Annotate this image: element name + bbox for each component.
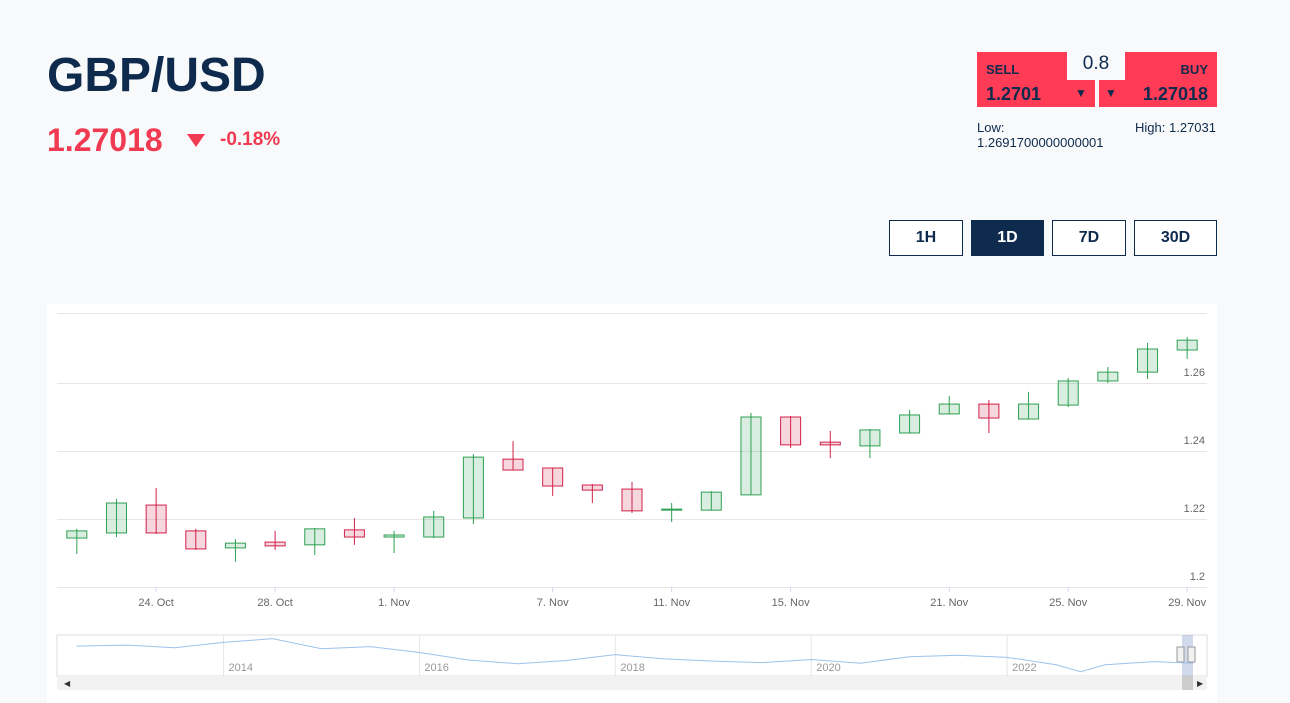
scroll-left[interactable]: ◀ (64, 679, 71, 688)
buy-header[interactable]: BUY (1125, 52, 1217, 80)
high: High: 1.27031 (1135, 120, 1216, 135)
navigator-tick-label: 2014 (229, 662, 253, 674)
navigator-handle[interactable] (1176, 646, 1185, 663)
down-arrow (187, 134, 205, 147)
x-tick-label: 11. Nov (653, 597, 691, 609)
spread: 0.8 (1082, 53, 1110, 74)
navigator-tick-label: 2016 (424, 662, 448, 674)
candle-body (185, 530, 207, 550)
candle-body (462, 456, 484, 519)
navigator-tick-label: 2020 (816, 662, 840, 674)
candle-body (621, 488, 643, 512)
candle-body (502, 458, 524, 471)
candle-body (66, 530, 88, 539)
sell-caret: ▼ (1075, 86, 1087, 100)
scrollbar[interactable] (57, 676, 1207, 690)
scrollbar-thumb[interactable] (1182, 676, 1193, 690)
candle-body (700, 491, 722, 511)
sell-button[interactable]: 1.2701 ▼ (977, 80, 1095, 107)
candle-body (581, 484, 603, 491)
range-button[interactable]: 1H (889, 220, 963, 256)
candle-body (105, 502, 127, 534)
candle-body (542, 467, 564, 487)
range-button[interactable]: 30D (1134, 220, 1217, 256)
y-tick-label: 1.24 (1184, 435, 1205, 447)
candle-body (661, 508, 683, 511)
candle-body (423, 516, 445, 538)
pair-title: GBP/USD (47, 49, 266, 102)
y-tick-label: 1.2 (1190, 571, 1205, 583)
candle-body (304, 528, 326, 546)
sell-label: SELL (986, 62, 1020, 77)
x-tick-label: 24. Oct (138, 597, 173, 609)
sell-header[interactable]: SELL (977, 52, 1067, 80)
y-tick-label: 1.22 (1184, 503, 1205, 515)
candle-body (1018, 403, 1040, 420)
navigator[interactable] (56, 634, 1208, 677)
candle-body (780, 416, 802, 446)
candle-body (1137, 348, 1159, 373)
candle-body (899, 414, 921, 434)
candle-body (859, 429, 881, 447)
candle-body (343, 529, 365, 538)
buy-button[interactable]: ▼ 1.27018 (1099, 80, 1217, 107)
buy-caret: ▼ (1105, 86, 1117, 100)
candle-body (740, 416, 762, 496)
x-tick-label: 1. Nov (378, 597, 410, 609)
x-tick-label: 7. Nov (537, 597, 569, 609)
candle-body (264, 541, 286, 547)
candle-body (819, 441, 841, 446)
candle-body (978, 403, 1000, 419)
price: 1.27018 (47, 122, 163, 158)
navigator-tick-label: 2018 (620, 662, 644, 674)
candle-body (938, 403, 960, 415)
candle-body (224, 542, 246, 549)
candle-body (1176, 339, 1198, 351)
x-tick-label: 15. Nov (772, 597, 810, 609)
change: -0.18% (220, 129, 281, 150)
y-tick-label: 1.26 (1184, 367, 1205, 379)
high-value: 1.27031 (1169, 120, 1216, 135)
x-tick-label: 29. Nov (1168, 597, 1206, 609)
sell-price: 1.2701 (986, 84, 1042, 104)
range-button[interactable]: 7D (1052, 220, 1126, 256)
low-label: Low: (977, 120, 1005, 135)
navigator-tick-label: 2022 (1012, 662, 1036, 674)
buy-label: BUY (1180, 62, 1208, 77)
x-tick-label: 25. Nov (1049, 597, 1087, 609)
candle-body (1057, 380, 1079, 406)
candle-body (383, 534, 405, 538)
low-value: 1.2691700000000001 (977, 135, 1104, 150)
x-tick-label: 28. Oct (257, 597, 292, 609)
buy-price: 1.27018 (1142, 84, 1208, 104)
low: Low: 1.2691700000000001 (977, 120, 1104, 150)
range-button[interactable]: 1D (971, 220, 1044, 256)
candle-body (145, 504, 167, 534)
candle-body (1097, 371, 1119, 382)
scroll-right[interactable]: ▶ (1197, 679, 1204, 688)
x-tick-label: 21. Nov (930, 597, 968, 609)
high-label: High: (1135, 120, 1166, 135)
navigator-line (76, 638, 1194, 673)
navigator-handle[interactable] (1187, 646, 1196, 663)
